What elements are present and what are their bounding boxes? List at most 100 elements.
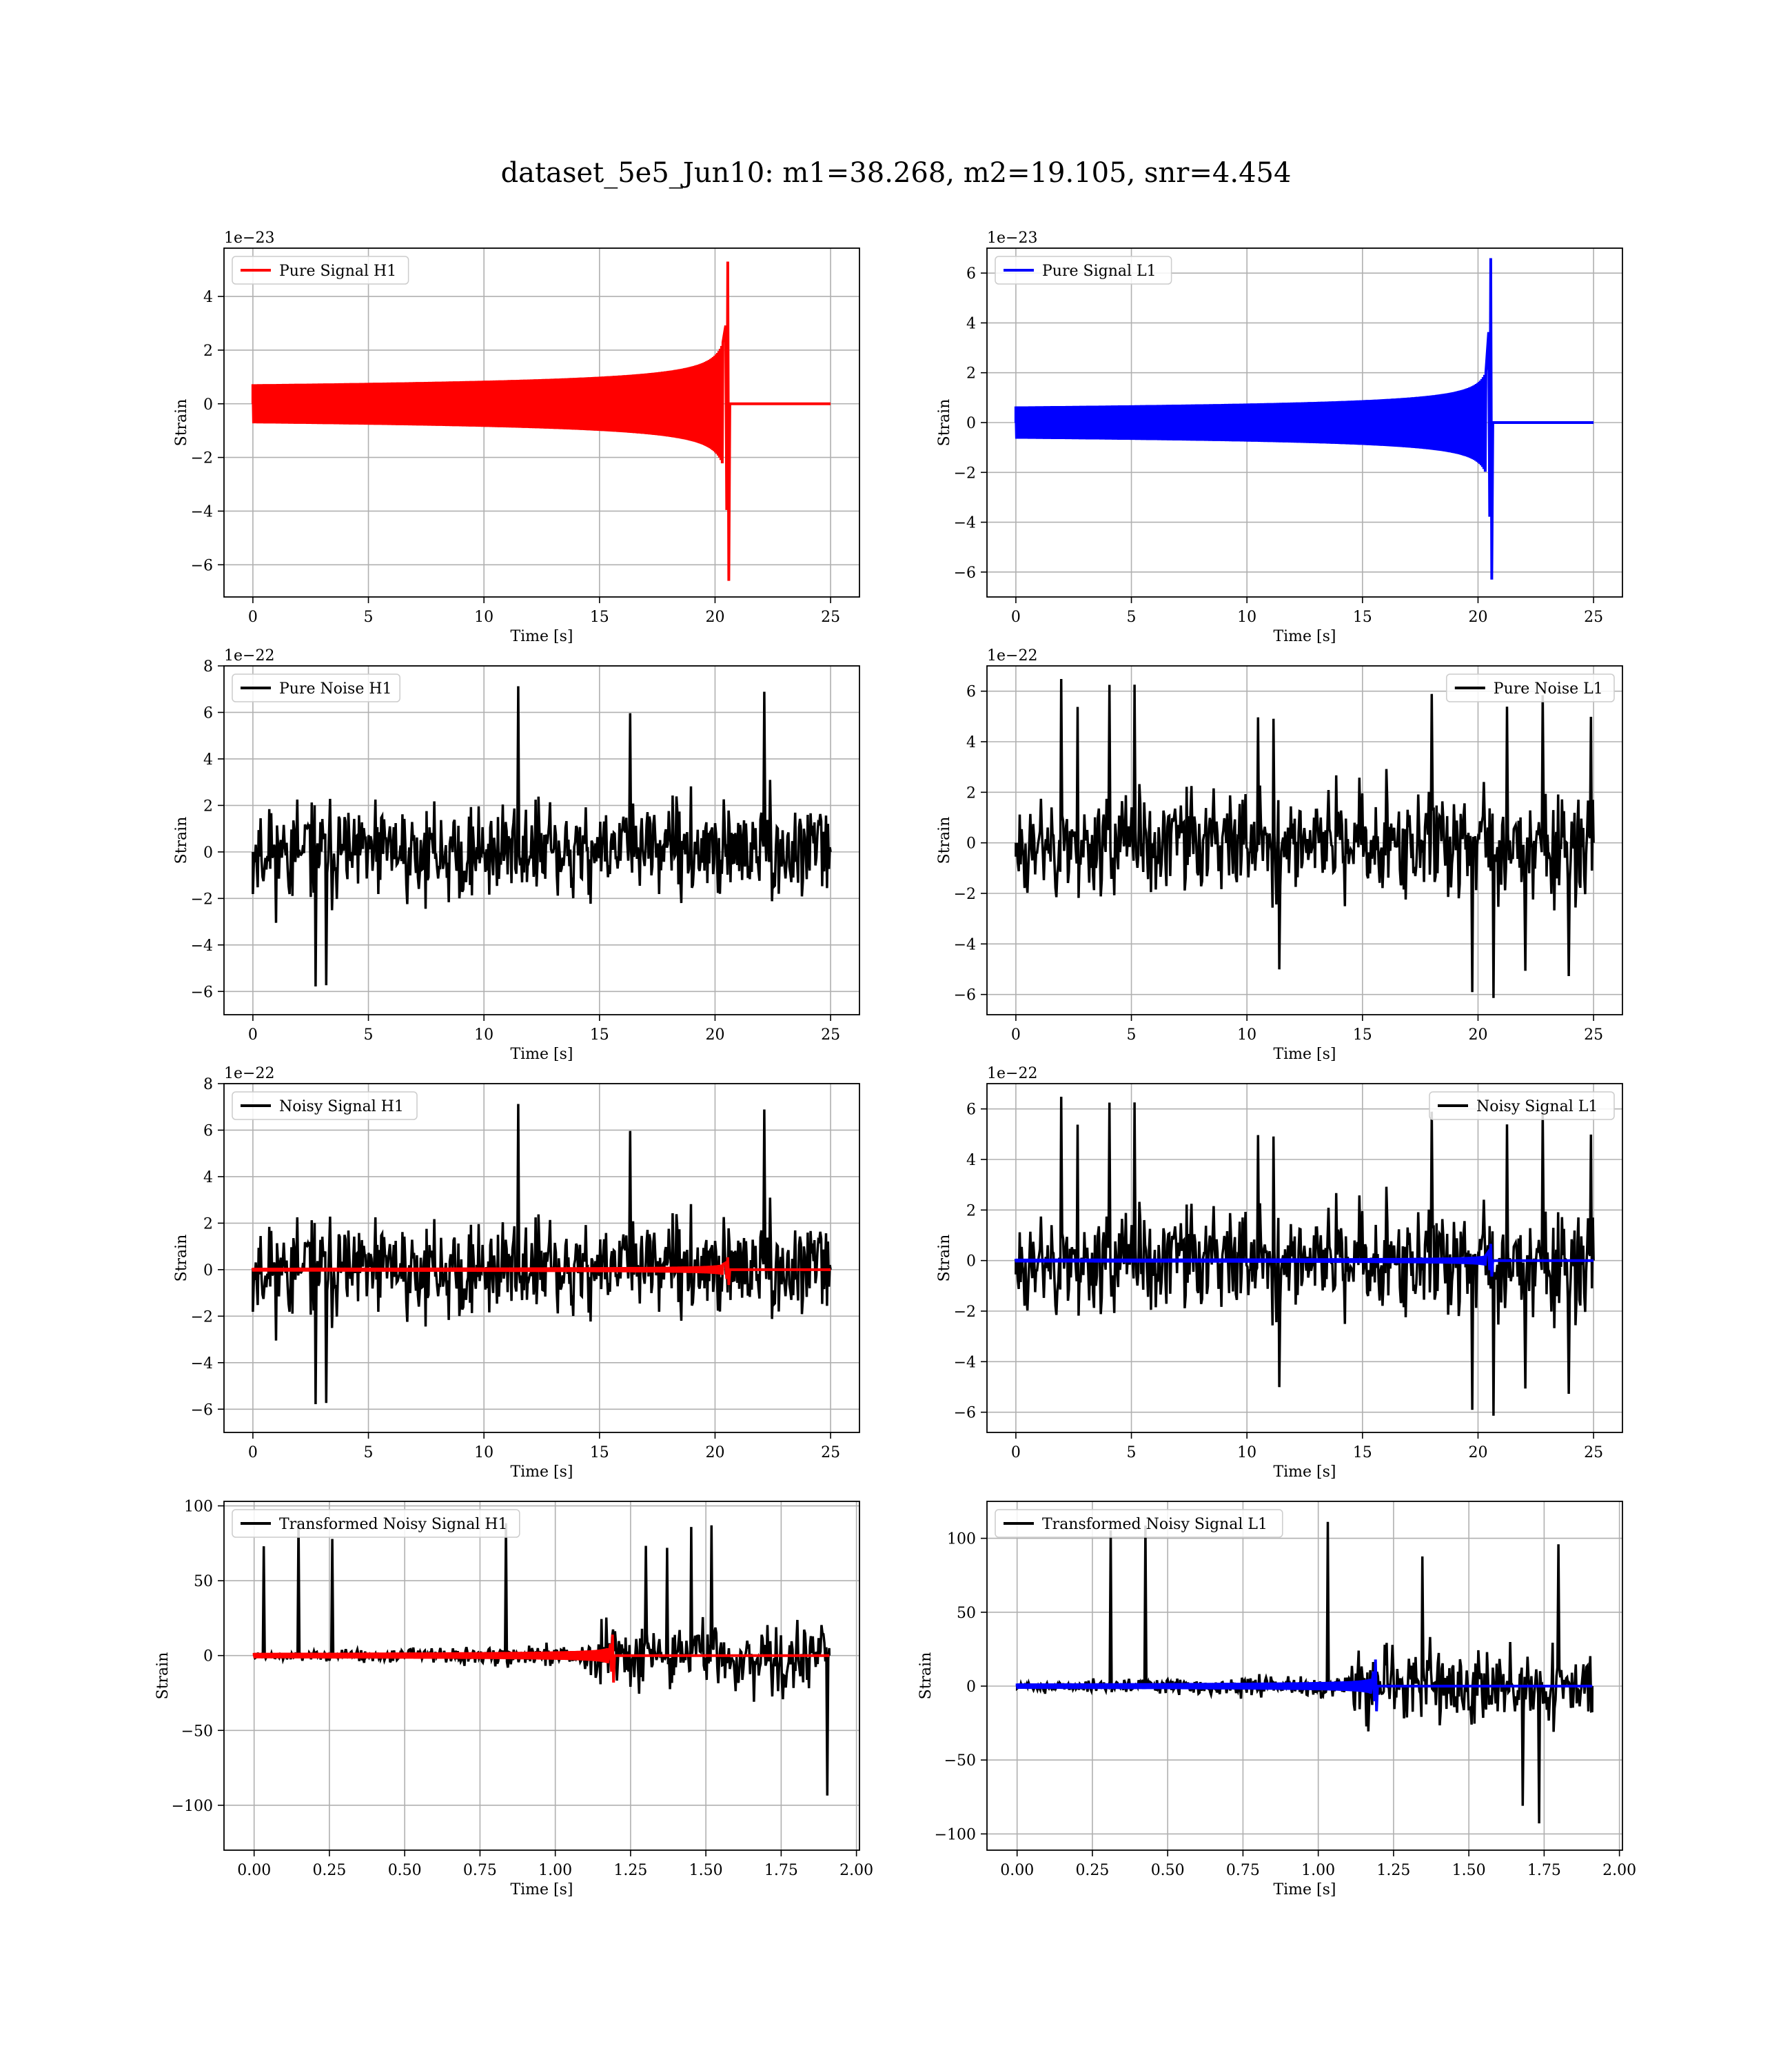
- series-line-main: [1015, 1521, 1594, 1824]
- y-tick-label: −4: [954, 1354, 976, 1371]
- legend-label: Transformed Noisy Signal L1: [1042, 1516, 1267, 1533]
- x-tick-label: 0.25: [1075, 1862, 1109, 1879]
- y-tick-label: −50: [181, 1723, 213, 1740]
- y-tick-label: −4: [191, 1355, 213, 1372]
- y-tick-label: −4: [954, 936, 976, 953]
- y-tick-label: 4: [203, 1169, 213, 1186]
- x-tick-label: 0: [248, 1026, 258, 1044]
- y-axis-label: Strain: [917, 1652, 935, 1700]
- series-line-main: [252, 686, 832, 987]
- legend-label: Pure Noise L1: [1494, 680, 1603, 698]
- y-tick-label: −2: [191, 450, 213, 467]
- y-tick-label: 6: [203, 1122, 213, 1139]
- x-tick-label: 25: [1584, 609, 1603, 626]
- x-tick-label: 25: [821, 1026, 840, 1044]
- y-tick-label: −2: [191, 1308, 213, 1326]
- legend-box: [232, 1509, 520, 1538]
- x-tick-label: 20: [1468, 1026, 1487, 1044]
- legend-box: [232, 1091, 418, 1120]
- y-axis-label: Strain: [173, 1235, 190, 1282]
- panel-pure-signal-l1: 0 5 10 15 20 25 −6 −4 −2 0 2 4 6 1e−23 Time [s] Strain P…: [936, 230, 1623, 645]
- x-tick-label: 0: [1011, 1026, 1021, 1044]
- x-tick-label: 20: [1468, 1444, 1487, 1461]
- x-tick-label: 2.00: [839, 1862, 873, 1879]
- y-tick-label: −2: [954, 465, 976, 482]
- x-tick-label: 10: [1237, 1026, 1256, 1044]
- y-tick-label: 2: [966, 784, 976, 802]
- y-tick-label: 8: [203, 658, 213, 676]
- plot-area: [1015, 1521, 1594, 1824]
- x-tick-label: 0.25: [312, 1862, 346, 1879]
- x-tick-label: 0: [248, 609, 258, 626]
- plot-area: [251, 261, 831, 581]
- x-tick-label: 0.75: [1226, 1862, 1260, 1879]
- plot-area: [1014, 1096, 1595, 1416]
- plot-area: [1014, 258, 1594, 580]
- x-tick-label: 1.75: [1527, 1862, 1561, 1879]
- legend: Pure Signal H1: [232, 256, 409, 285]
- series-line-overlay: [1015, 1659, 1593, 1712]
- plot-area: [251, 1104, 832, 1405]
- x-tick-label: 20: [1468, 609, 1487, 626]
- y-tick-label: 4: [966, 734, 976, 751]
- legend-box: [995, 256, 1172, 285]
- panel-noisy-signal-l1: 0 5 10 15 20 25 −6 −4 −2 0 2 4 6 1e−22 Time [s] Strain N…: [936, 1065, 1623, 1481]
- plot-area: [252, 1521, 831, 1796]
- y-tick-label: 0: [966, 835, 976, 853]
- y-tick-label: −6: [954, 565, 976, 582]
- y-tick-label: −4: [191, 503, 213, 520]
- offset-text: 1e−23: [987, 230, 1037, 247]
- x-tick-label: 15: [590, 1026, 609, 1044]
- x-axis-label: Time [s]: [1273, 628, 1336, 645]
- y-tick-label: 4: [966, 1152, 976, 1169]
- y-tick-label: 0: [966, 415, 976, 432]
- legend: Pure Signal L1: [995, 256, 1172, 285]
- y-tick-label: 0: [203, 1648, 213, 1665]
- series-line-main: [252, 1104, 832, 1405]
- x-axis-label: Time [s]: [510, 1046, 573, 1063]
- legend-label: Noisy Signal H1: [279, 1098, 404, 1115]
- y-tick-label: −50: [944, 1752, 976, 1770]
- x-axis-label: Time [s]: [510, 1881, 573, 1898]
- y-axis-label: Strain: [154, 1652, 172, 1700]
- y-tick-label: −6: [191, 557, 213, 574]
- x-axis-label: Time [s]: [1273, 1046, 1336, 1063]
- legend-label: Pure Noise H1: [279, 680, 392, 698]
- panel-pure-noise-h1: 0 5 10 15 20 25 −6 −4 −2 0 2 4 6 8 1e−22 Time [s] Strain…: [173, 647, 860, 1063]
- y-tick-label: −2: [954, 1304, 976, 1321]
- plot-area: [1015, 678, 1595, 998]
- y-tick-label: −6: [954, 987, 976, 1004]
- offset-text: 1e−22: [987, 647, 1037, 665]
- x-tick-label: 10: [474, 609, 493, 626]
- y-tick-label: 50: [194, 1573, 213, 1590]
- y-axis-label: Strain: [173, 817, 190, 864]
- x-tick-label: 15: [590, 609, 609, 626]
- legend-box: [995, 1509, 1283, 1538]
- x-tick-label: 20: [705, 1026, 724, 1044]
- x-tick-label: 1.25: [1376, 1862, 1410, 1879]
- x-tick-label: 0.50: [1151, 1862, 1185, 1879]
- x-tick-label: 10: [1237, 1444, 1256, 1461]
- series-line-main: [1015, 1096, 1595, 1416]
- x-tick-label: 25: [821, 1444, 840, 1461]
- legend-box: [1446, 673, 1615, 702]
- offset-text: 1e−22: [224, 1065, 274, 1082]
- legend: Transformed Noisy Signal H1: [232, 1509, 520, 1538]
- offset-text: 1e−23: [224, 230, 274, 247]
- x-tick-label: 1.50: [689, 1862, 723, 1879]
- legend-label: Noisy Signal L1: [1476, 1098, 1598, 1115]
- y-tick-label: 2: [203, 343, 213, 360]
- panel-pure-signal-h1: 0 5 10 15 20 25 −6 −4 −2 0 2 4 1e−23 Time [s] Strain Pu…: [173, 230, 860, 645]
- offset-text: 1e−22: [224, 647, 274, 665]
- panel-pure-noise-l1: 0 5 10 15 20 25 −6 −4 −2 0 2 4 6 1e−22 Time [s] Strain P…: [936, 647, 1623, 1063]
- panel-noisy-signal-h1: 0 5 10 15 20 25 −6 −4 −2 0 2 4 6 8 1e−22 Time [s] Strain…: [173, 1065, 860, 1481]
- y-tick-label: 0: [203, 844, 213, 862]
- x-tick-label: 10: [474, 1444, 493, 1461]
- x-tick-label: 0: [1011, 609, 1021, 626]
- y-tick-label: −100: [935, 1826, 976, 1843]
- y-tick-label: 0: [966, 1679, 976, 1696]
- y-tick-label: −4: [191, 937, 213, 955]
- y-tick-label: 2: [966, 365, 976, 383]
- x-tick-label: 20: [705, 609, 724, 626]
